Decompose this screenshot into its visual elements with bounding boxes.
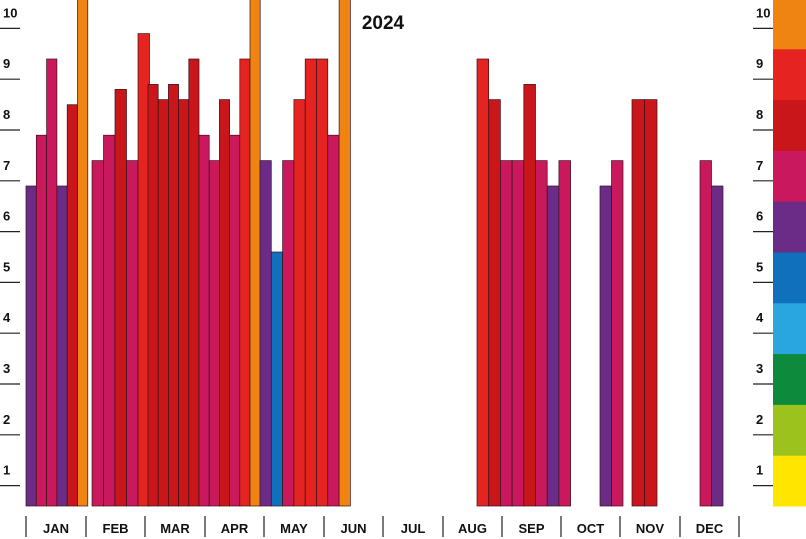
right-axis: 1 2 3 4 5 6 7 8 9 10 — [753, 5, 773, 487]
right-tick-label-9: 9 — [756, 56, 763, 71]
month-label-sep: SEP — [518, 521, 544, 536]
bar-12 — [147, 84, 159, 507]
left-tick-label-8: 8 — [3, 107, 10, 122]
right-tick-label-5: 5 — [756, 259, 763, 274]
bar-25 — [282, 160, 295, 507]
chart-title: 2024 — [362, 13, 405, 34]
bar-20 — [229, 134, 241, 507]
bar-33 — [500, 160, 513, 507]
month-label-jan: JAN — [43, 521, 69, 536]
right-tick-label-2: 2 — [756, 412, 763, 427]
bar-31 — [476, 58, 490, 507]
bar-29 — [327, 134, 340, 507]
bar-14 — [168, 84, 179, 507]
legend-swatch-8 — [773, 99, 806, 151]
left-tick-label-2: 2 — [3, 412, 10, 427]
bar-9 — [114, 89, 127, 507]
bar-17 — [198, 134, 210, 507]
legend-swatch-2 — [773, 404, 806, 456]
right-tick-label-1: 1 — [756, 463, 763, 478]
month-label-mar: MAR — [160, 521, 190, 536]
bar-27 — [304, 58, 317, 507]
month-label-dec: DEC — [696, 521, 724, 536]
right-tick-label-8: 8 — [756, 107, 763, 122]
bar-2 — [35, 134, 47, 507]
bar-40 — [611, 160, 624, 507]
bar-35 — [523, 84, 536, 507]
left-tick-label-3: 3 — [3, 361, 10, 376]
left-tick-label-6: 6 — [3, 209, 10, 224]
bar-24 — [270, 251, 283, 507]
right-tick-label-4: 4 — [756, 310, 764, 325]
bar-15 — [178, 99, 190, 507]
bar-43 — [699, 160, 712, 507]
month-label-jul: JUL — [401, 521, 426, 536]
bar-30 — [338, 0, 351, 507]
left-tick-label-1: 1 — [3, 463, 10, 478]
bar-19 — [219, 99, 230, 507]
month-label-feb: FEB — [103, 521, 129, 536]
bar-23 — [259, 160, 272, 507]
left-tick-label-9: 9 — [3, 56, 10, 71]
bar-1 — [25, 185, 37, 507]
bar-42 — [644, 99, 658, 507]
legend-swatch-10 — [773, 0, 806, 50]
color-scale-legend — [773, 0, 806, 507]
bar-39 — [599, 185, 612, 507]
left-tick-label-7: 7 — [3, 158, 10, 173]
bar-4 — [56, 185, 68, 507]
legend-swatch-7 — [773, 150, 806, 202]
month-label-oct: OCT — [577, 521, 605, 536]
bar-10 — [126, 160, 139, 507]
right-tick-label-10: 10 — [756, 5, 770, 20]
bar-32 — [488, 99, 501, 507]
bar-21 — [239, 58, 251, 507]
bar-26 — [293, 99, 306, 507]
legend-swatch-1 — [773, 455, 806, 507]
left-tick-label-5: 5 — [3, 259, 10, 274]
bar-22 — [249, 0, 261, 507]
bar-series — [25, 0, 724, 507]
bar-36 — [535, 160, 548, 507]
legend-swatch-6 — [773, 201, 806, 253]
bar-16 — [188, 58, 200, 507]
right-tick-label-3: 3 — [756, 361, 763, 376]
bar-3 — [46, 58, 58, 507]
bar-34 — [511, 160, 525, 507]
month-label-may: MAY — [280, 521, 308, 536]
left-axis: 1 2 3 4 5 6 7 8 9 10 — [0, 5, 20, 487]
bar-37 — [546, 185, 560, 507]
left-tick-label-4: 4 — [3, 310, 11, 325]
legend-swatch-9 — [773, 48, 806, 101]
month-label-aug: AUG — [458, 521, 487, 536]
bar-28 — [316, 58, 329, 507]
month-label-apr: APR — [221, 521, 249, 536]
month-label-jun: JUN — [340, 521, 366, 536]
legend-swatch-4 — [773, 302, 806, 355]
bar-41 — [631, 99, 645, 507]
right-tick-label-6: 6 — [756, 209, 763, 224]
legend-swatch-5 — [773, 252, 806, 304]
bar-13 — [157, 99, 169, 507]
bar-8 — [103, 134, 116, 507]
bar-38 — [558, 160, 571, 507]
left-tick-label-10: 10 — [3, 5, 17, 20]
x-axis: JAN FEB MAR APR MAY JUN JUL AUG SEP OCT NOV DEC — [25, 516, 740, 537]
bar-18 — [208, 160, 220, 507]
legend-swatch-3 — [773, 353, 806, 405]
bar-44 — [711, 185, 724, 507]
bar-7 — [91, 160, 104, 507]
month-label-nov: NOV — [636, 521, 665, 536]
right-tick-label-7: 7 — [756, 158, 763, 173]
bar-5 — [66, 104, 78, 507]
bar-6 — [77, 0, 89, 507]
